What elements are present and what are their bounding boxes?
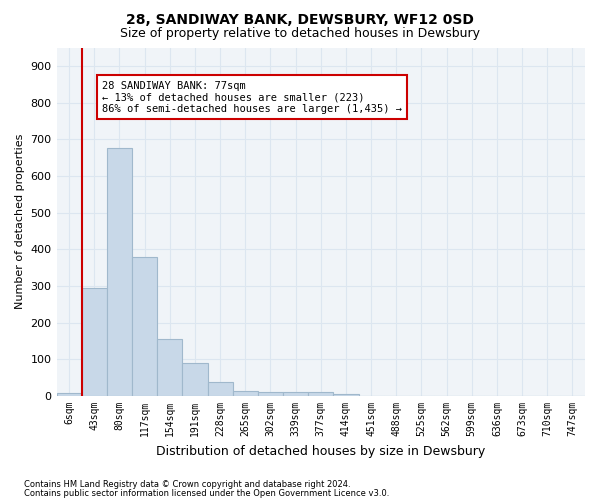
Text: 28, SANDIWAY BANK, DEWSBURY, WF12 0SD: 28, SANDIWAY BANK, DEWSBURY, WF12 0SD — [126, 12, 474, 26]
Bar — [157, 339, 182, 396]
Bar — [208, 382, 233, 396]
Text: 28 SANDIWAY BANK: 77sqm
← 13% of detached houses are smaller (223)
86% of semi-d: 28 SANDIWAY BANK: 77sqm ← 13% of detache… — [102, 80, 402, 114]
Bar — [233, 390, 258, 396]
Bar — [82, 288, 107, 396]
Text: Size of property relative to detached houses in Dewsbury: Size of property relative to detached ho… — [120, 28, 480, 40]
Y-axis label: Number of detached properties: Number of detached properties — [15, 134, 25, 310]
Bar — [107, 148, 132, 396]
Text: Contains public sector information licensed under the Open Government Licence v3: Contains public sector information licen… — [24, 488, 389, 498]
Bar — [334, 394, 359, 396]
X-axis label: Distribution of detached houses by size in Dewsbury: Distribution of detached houses by size … — [156, 444, 485, 458]
Bar — [132, 256, 157, 396]
Bar — [308, 392, 334, 396]
Bar — [258, 392, 283, 396]
Bar — [56, 393, 82, 396]
Bar — [283, 392, 308, 396]
Bar — [182, 363, 208, 396]
Text: Contains HM Land Registry data © Crown copyright and database right 2024.: Contains HM Land Registry data © Crown c… — [24, 480, 350, 489]
